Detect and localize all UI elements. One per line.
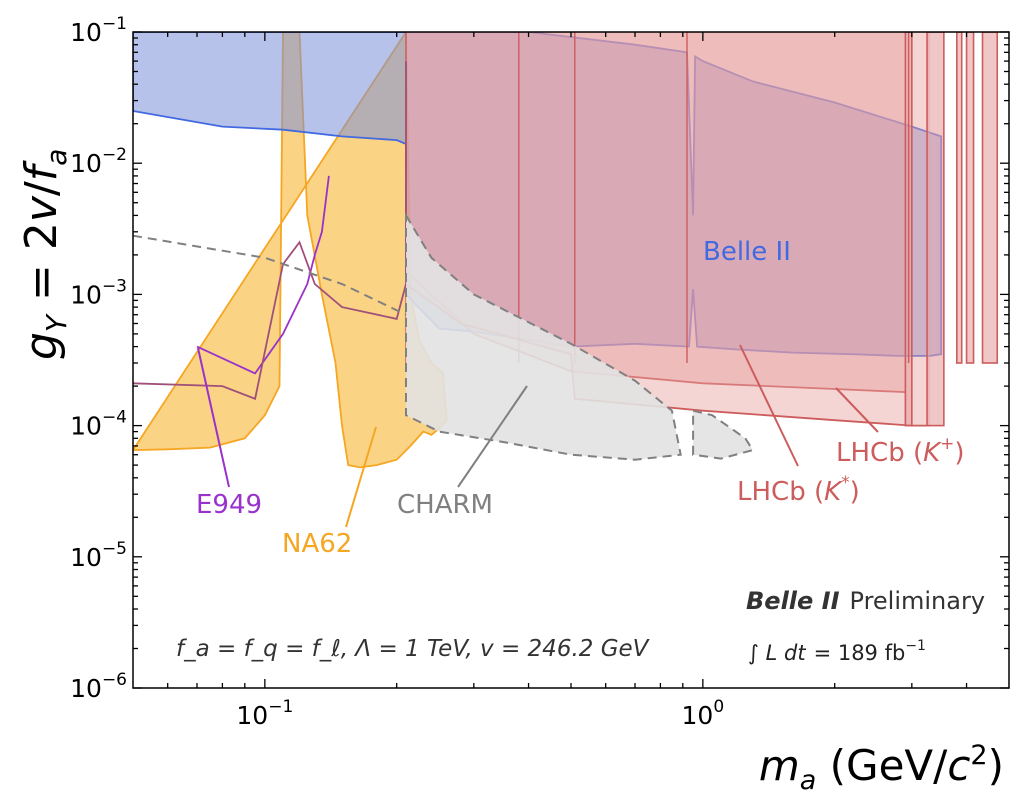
lhcb-veto-band <box>926 32 945 427</box>
plot-frame <box>132 31 1010 689</box>
series-charm-upper-edge <box>133 234 407 316</box>
params-annotation: f_a = f_q = f_ℓ, Λ = 1 TeV, v = 246.2 Ge… <box>176 636 651 662</box>
y-tick-label: 10−3 <box>70 276 127 309</box>
label-lhcb-kstar: LHCb (K*) <box>737 473 860 507</box>
x-tick-label: 100 <box>682 697 725 730</box>
label-belle-ii: Belle II <box>703 237 791 267</box>
pointer-lhcb-kstar <box>739 344 799 467</box>
lhcb-veto-band <box>981 32 999 364</box>
label-na62: NA62 <box>282 529 352 559</box>
y-tick-label: 10−1 <box>70 14 127 47</box>
y-tick-label: 10−5 <box>70 539 127 572</box>
exclusion-regions <box>133 32 999 469</box>
axis-ticks: 10−6 10−5 10−4 10−3 10−2 10−1 10−1 100 <box>70 14 1009 730</box>
x-axis-title: ma (GeV/c2) <box>759 740 1004 796</box>
luminosity-annotation: ∫ L dt = 189 fb−1 <box>748 638 926 665</box>
pointer-e949 <box>197 347 230 488</box>
lhcb-veto-band <box>965 32 975 364</box>
y-tick-label: 10−6 <box>70 670 127 703</box>
pointer-charm <box>457 385 528 488</box>
belle-ii-preliminary: Belle II Preliminary <box>746 587 985 615</box>
series-e949-curve <box>196 175 330 375</box>
pointer-lhcb-kplus <box>835 387 879 433</box>
label-e949: E949 <box>196 490 262 520</box>
series-lhcb-kstar-region <box>406 32 906 393</box>
y-tick-label: 10−2 <box>70 145 127 178</box>
x-tick-label: 10−1 <box>236 697 293 730</box>
y-axis-title: gY = 2v/fa <box>16 149 73 360</box>
series-earlier-limit-curve <box>133 61 407 401</box>
label-lhcb-kplus: LHCb (K+) <box>836 434 965 468</box>
series-charm-region-2 <box>692 409 755 460</box>
series-charm-region <box>405 211 682 461</box>
label-charm: CHARM <box>397 490 493 520</box>
pointer-na62 <box>345 426 377 528</box>
y-tick-label: 10−4 <box>70 408 127 441</box>
lhcb-veto-band <box>955 32 963 364</box>
